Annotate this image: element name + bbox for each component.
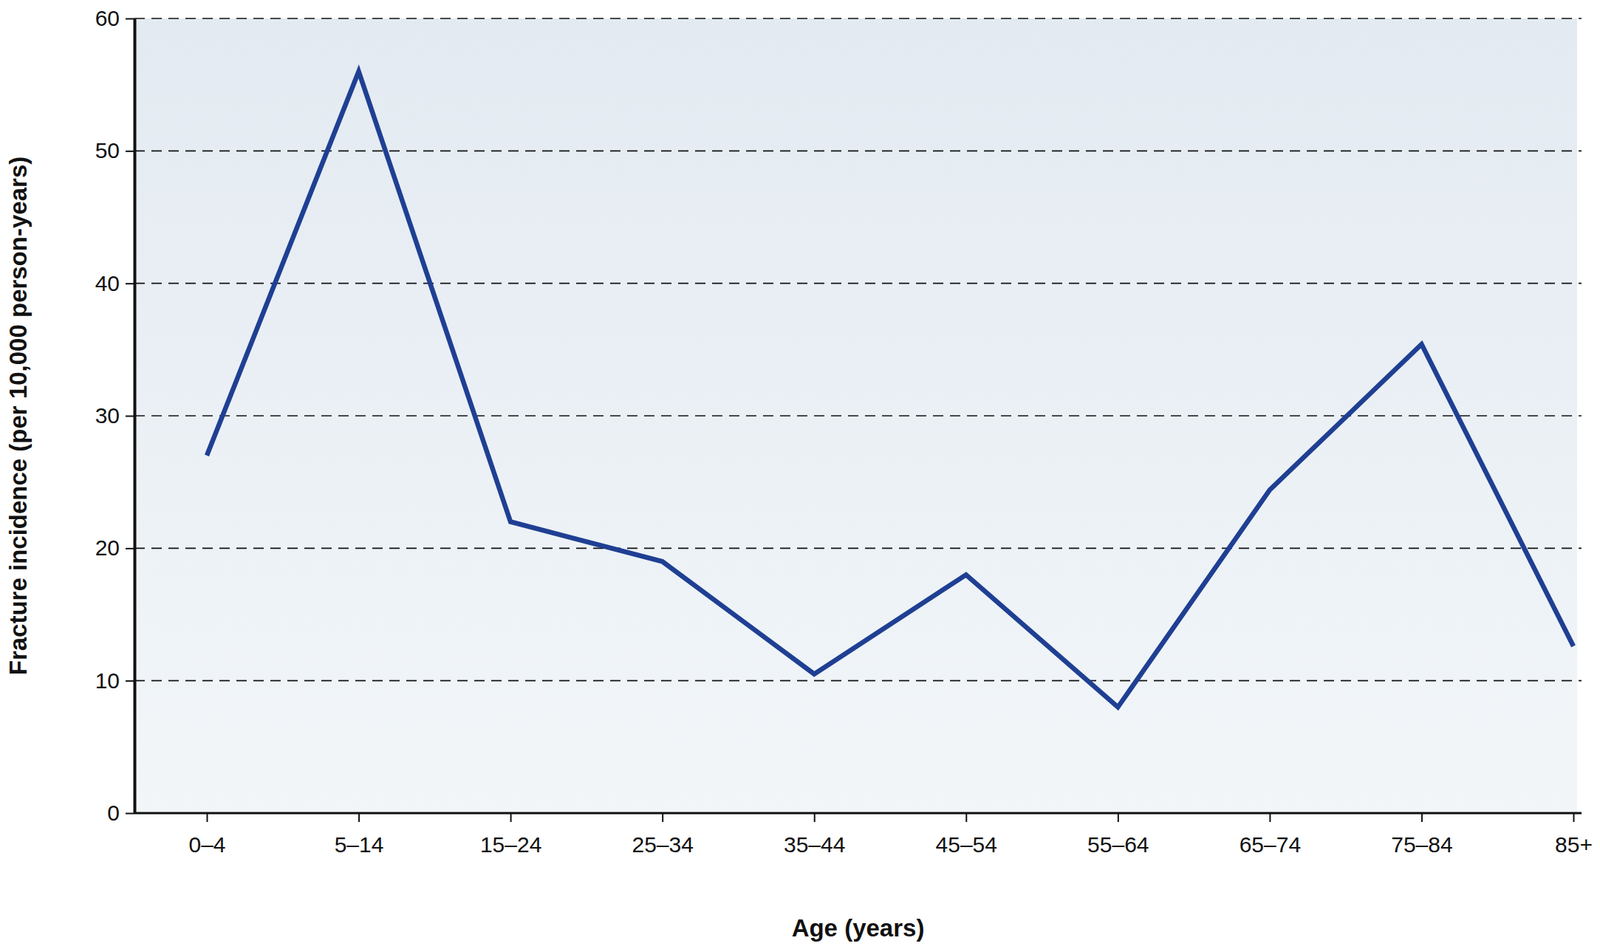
x-tick: 25–34 <box>631 813 693 857</box>
x-tick: 85+ <box>1554 813 1593 857</box>
y-tick: 10 <box>95 668 135 693</box>
x-tick-label: 35–44 <box>783 832 846 857</box>
x-tick: 55–64 <box>1087 813 1149 857</box>
x-tick-label: 75–84 <box>1390 832 1453 857</box>
y-tick-label: 10 <box>95 668 120 693</box>
y-axis: 0 10 20 30 40 50 60 <box>95 5 136 826</box>
y-tick: 30 <box>95 403 135 428</box>
x-tick: 35–44 <box>783 813 846 857</box>
y-tick-label: 30 <box>95 403 120 428</box>
x-tick-mark <box>510 813 512 823</box>
y-tick-label: 0 <box>107 800 120 826</box>
x-tick-label: 5–14 <box>334 832 385 857</box>
chart: 0–4 5–14 15–24 25–34 35–44 45–54 55–64 65–74 75–… <box>0 0 1600 949</box>
x-tick-mark <box>1421 813 1423 823</box>
grid-line <box>134 415 1582 417</box>
y-axis-title: Fracture incidence (per 10,000 person-ye… <box>4 156 32 676</box>
x-axis: 0–4 5–14 15–24 25–34 35–44 45–54 55–64 65–74 75–… <box>134 813 1593 857</box>
grid-line <box>134 680 1582 682</box>
x-tick-mark <box>661 813 664 823</box>
x-tick-label: 0–4 <box>188 832 226 857</box>
x-tick-mark <box>358 813 360 823</box>
y-tick-mark <box>125 282 135 285</box>
y-tick-mark <box>125 150 135 153</box>
x-tick: 75–84 <box>1390 813 1453 857</box>
x-tick-label: 55–64 <box>1087 832 1149 857</box>
series <box>206 71 1574 708</box>
x-tick-label: 65–74 <box>1239 832 1301 857</box>
line <box>206 71 1574 708</box>
x-tick-mark <box>1573 813 1575 823</box>
y-tick: 60 <box>95 5 135 31</box>
grid <box>134 18 1582 682</box>
grid-line <box>134 282 1582 285</box>
y-tick-mark <box>125 415 135 418</box>
y-tick: 20 <box>95 535 135 560</box>
x-tick-mark <box>965 813 967 823</box>
y-tick-mark <box>125 548 135 550</box>
x-tick-label: 85+ <box>1554 832 1593 857</box>
x-tick: 0–4 <box>188 813 226 857</box>
y-tick: 50 <box>95 138 135 163</box>
x-tick: 45–54 <box>935 813 998 857</box>
x-tick: 5–14 <box>334 813 385 857</box>
y-tick-label: 20 <box>95 535 120 560</box>
x-tick: 65–74 <box>1239 813 1301 857</box>
x-tick-mark <box>1117 813 1120 823</box>
x-tick: 15–24 <box>480 813 542 857</box>
y-tick-mark <box>125 680 135 682</box>
y-tick-label: 50 <box>95 138 120 163</box>
y-tick-mark <box>125 813 135 815</box>
grid-line <box>134 17 1582 20</box>
grid-line <box>134 150 1582 153</box>
x-tick-mark <box>206 813 209 823</box>
x-tick-mark <box>814 813 816 823</box>
x-tick-mark <box>1269 813 1271 823</box>
y-tick: 40 <box>95 271 135 296</box>
y-tick-mark <box>125 18 135 20</box>
x-axis-title: Age (years) <box>791 914 925 942</box>
y-tick-label: 60 <box>95 5 120 31</box>
x-axis-line <box>134 812 1582 815</box>
grid-line <box>134 548 1582 550</box>
x-tick-label: 45–54 <box>935 832 998 857</box>
x-tick-label: 25–34 <box>631 832 693 857</box>
y-tick-label: 40 <box>95 271 120 296</box>
x-tick-label: 15–24 <box>480 832 542 857</box>
y-tick: 0 <box>107 800 135 826</box>
